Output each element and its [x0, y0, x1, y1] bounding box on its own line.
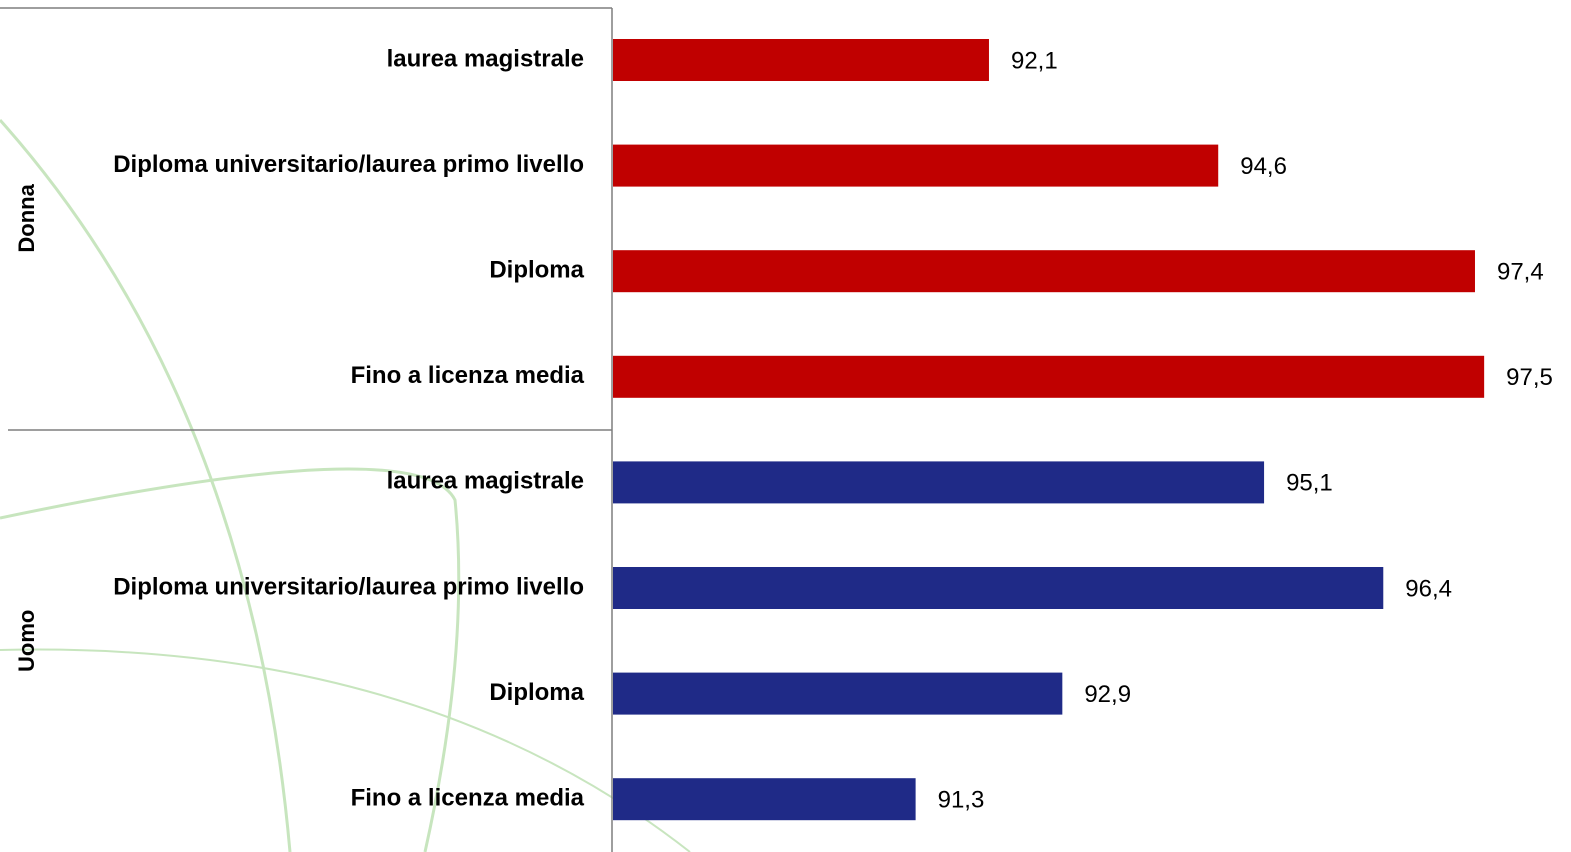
bar [613, 672, 1063, 715]
bar [613, 778, 916, 821]
value-label: 91,3 [938, 787, 985, 814]
category-label: laurea magistrale [387, 45, 584, 72]
value-label: 94,6 [1240, 153, 1287, 180]
group-label: Uomo [14, 610, 39, 672]
group-label: Donna [14, 183, 39, 252]
value-label: 97,5 [1506, 364, 1553, 391]
bar [613, 39, 989, 81]
frame [0, 7, 613, 852]
value-label: 97,4 [1497, 259, 1544, 286]
category-label: Diploma [489, 257, 584, 284]
value-label: 95,1 [1286, 470, 1333, 497]
value-label: 92,1 [1011, 47, 1058, 74]
bar [613, 355, 1485, 398]
category-label: Fino a licenza media [351, 785, 585, 812]
decor-arc [0, 648, 691, 852]
category-label: laurea magistrale [387, 468, 584, 495]
value-label: 96,4 [1405, 575, 1452, 602]
bar [613, 144, 1219, 187]
category-label: Fino a licenza media [351, 362, 585, 389]
bar [613, 250, 1475, 293]
background-decoration [0, 119, 691, 852]
category-label: Diploma universitario/laurea primo livel… [113, 573, 584, 600]
category-label: Diploma universitario/laurea primo livel… [113, 151, 584, 178]
bar [613, 461, 1265, 504]
value-label: 92,9 [1084, 681, 1131, 708]
decor-arc [0, 119, 292, 852]
bar [613, 567, 1384, 609]
category-label: Diploma [489, 679, 584, 706]
